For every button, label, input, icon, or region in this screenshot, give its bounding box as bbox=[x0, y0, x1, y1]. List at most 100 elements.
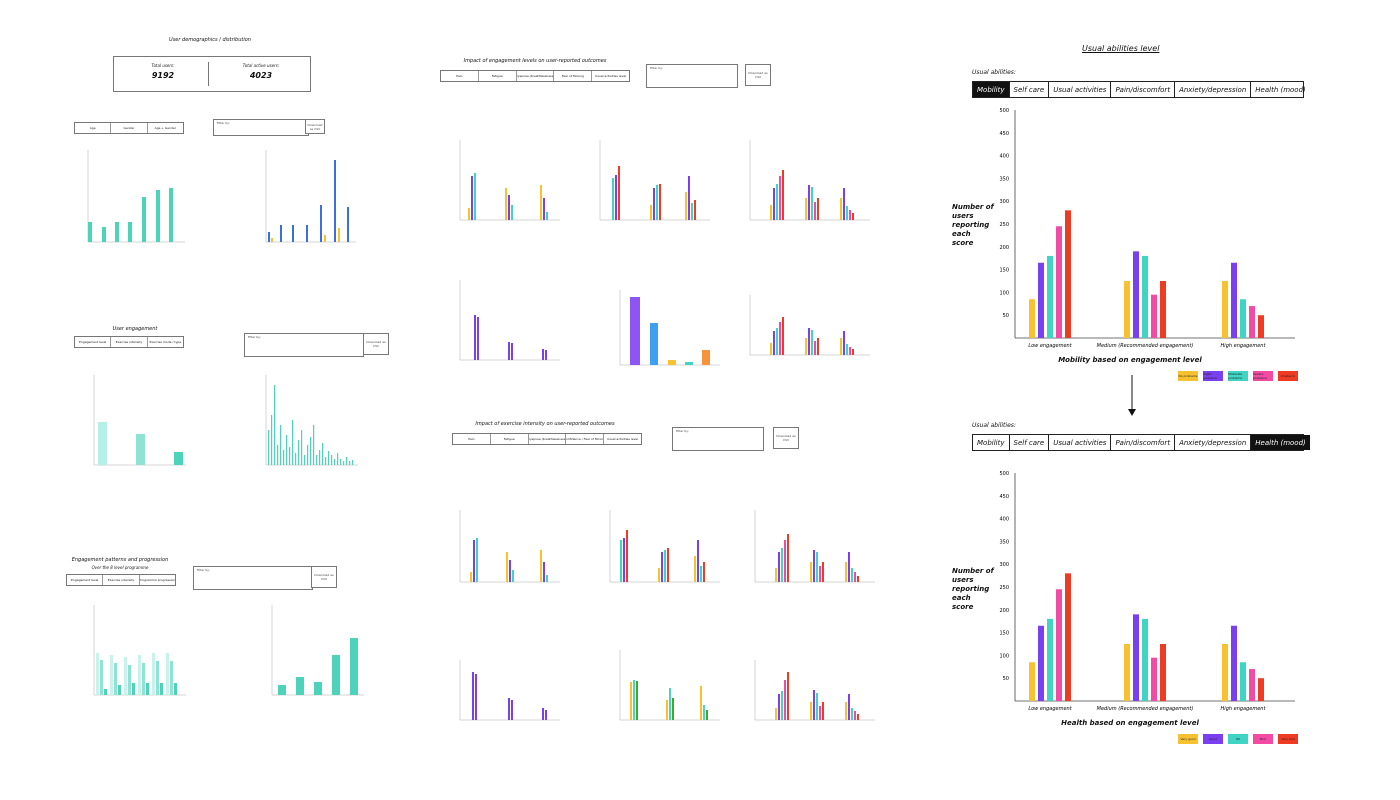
bar bbox=[1056, 589, 1062, 701]
filter-engagement-level-2[interactable]: Engagement level bbox=[67, 575, 104, 585]
bar bbox=[1029, 662, 1035, 701]
y-tick-label: 450 bbox=[999, 494, 1009, 500]
y-tick-label: 150 bbox=[999, 631, 1009, 637]
filter-pain-2[interactable]: Pain bbox=[453, 434, 491, 444]
bar bbox=[1133, 251, 1139, 338]
age-mini-chart bbox=[87, 150, 185, 243]
filter-exercise-mode[interactable]: Exercise mode / type bbox=[149, 340, 182, 344]
bar bbox=[1038, 262, 1044, 338]
engagement-download-button[interactable]: Download as CSV bbox=[363, 333, 389, 355]
bar bbox=[1124, 644, 1130, 701]
tab-anxiety-depression-2[interactable]: Anxiety/depression bbox=[1175, 435, 1252, 450]
patterns-filter-box[interactable]: Filter by: bbox=[193, 566, 313, 590]
tab-pain-discomfort-2[interactable]: Pain/discomfort bbox=[1111, 435, 1176, 450]
usual-abilities-title: Usual abilities level bbox=[1082, 44, 1160, 53]
bar bbox=[1065, 573, 1071, 701]
filter-exercise-intensity-2[interactable]: Exercise intensity bbox=[103, 575, 140, 585]
demographics-filter-segment[interactable]: Age Gender Age + Gender bbox=[74, 122, 184, 134]
bar bbox=[1029, 299, 1035, 338]
y-tick-label: 300 bbox=[999, 562, 1009, 568]
bar bbox=[1151, 294, 1157, 338]
category-label: Low engagement bbox=[1028, 706, 1072, 712]
filter-programme-progression[interactable]: Programme progression bbox=[139, 578, 175, 582]
bar bbox=[1142, 255, 1148, 338]
exercise-impact-download[interactable]: Download as CSV bbox=[773, 427, 799, 449]
filter-exercise-intensity[interactable]: Exercise intensity bbox=[111, 337, 148, 347]
filter-dyspnea-2[interactable]: Dyspnea (breathlessness) bbox=[529, 434, 567, 444]
tab-anxiety-depression[interactable]: Anxiety/depression bbox=[1175, 82, 1252, 97]
down-arrow-icon bbox=[1128, 375, 1136, 416]
bar bbox=[1160, 281, 1166, 338]
bar bbox=[1258, 315, 1264, 338]
tab-health-mood[interactable]: Health (mood) bbox=[1255, 85, 1306, 94]
y-tick-label: 450 bbox=[999, 131, 1009, 137]
chart1-xlabel: Mobility based on engagement level bbox=[1058, 356, 1202, 364]
engagement-section-title: User engagement bbox=[112, 326, 158, 332]
bar bbox=[1222, 281, 1228, 338]
engagement-filter-box[interactable]: Filter by: bbox=[244, 333, 364, 357]
filter-engagement-level[interactable]: Engagement level bbox=[75, 337, 112, 347]
filter-fatigue[interactable]: Fatigue bbox=[479, 71, 517, 81]
category-label: Medium (Recommended engagement) bbox=[1097, 343, 1194, 349]
y-tick-label: 400 bbox=[999, 154, 1009, 160]
bar bbox=[1240, 662, 1246, 701]
engagement-impact-download[interactable]: Download as CSV bbox=[745, 64, 771, 86]
category-label: Low engagement bbox=[1028, 343, 1072, 349]
mobility-chart: 50 100 150 200 250 300 350 400 450 500 Low engagem… bbox=[999, 108, 1295, 349]
tab-usual-activities[interactable]: Usual activities bbox=[1049, 82, 1112, 97]
y-tick-label: 150 bbox=[999, 268, 1009, 274]
demographics-title: User demographics / distribution bbox=[169, 37, 251, 43]
patterns-filter-segment[interactable]: Engagement level Exercise intensity Prog… bbox=[66, 574, 176, 586]
exercise-impact-filter-box[interactable]: Filter by: bbox=[672, 427, 764, 451]
filter-gender[interactable]: Gender bbox=[111, 123, 148, 133]
y-tick-label: 100 bbox=[999, 653, 1009, 659]
filter-fear-of-moving[interactable]: Fear of Moving bbox=[554, 71, 593, 81]
active-users-value: 4023 bbox=[249, 71, 273, 80]
engagement-impact-title: Impact of engagement levels on user-repo… bbox=[463, 58, 607, 64]
tab-mobility[interactable]: Mobility bbox=[973, 82, 1010, 97]
engagement-impact-filter-segment[interactable]: Pain Fatigue Dyspnea (breathlessness) Fe… bbox=[440, 70, 630, 82]
usual-abilities-tabs-1[interactable]: Mobility Self care Usual activities Pain… bbox=[972, 81, 1306, 98]
filter-fatigue-2[interactable]: Fatigue bbox=[491, 434, 529, 444]
exercise-impact-title: Impact of exercise intensity on user-rep… bbox=[475, 421, 615, 427]
legend-item: Unable to bbox=[1278, 371, 1298, 381]
bar bbox=[1124, 281, 1130, 338]
filter-age[interactable]: Age bbox=[75, 123, 112, 133]
demographics-download-button[interactable]: Download as CSV bbox=[305, 119, 325, 134]
bar bbox=[1249, 669, 1255, 701]
filter-age-gender[interactable]: Age + Gender bbox=[154, 126, 176, 130]
y-tick-label: 300 bbox=[999, 199, 1009, 205]
engagement-filter-segment[interactable]: Engagement level Exercise intensity Exer… bbox=[74, 336, 184, 348]
legend-item: Good bbox=[1203, 734, 1223, 744]
usual-abilities-tabs-2[interactable]: Mobility Self care Usual activities Pain… bbox=[972, 434, 1310, 451]
category-label: High engagement bbox=[1221, 343, 1267, 349]
demographics-filter-box[interactable]: Filter by: bbox=[213, 119, 309, 136]
bar bbox=[1038, 625, 1044, 701]
bar bbox=[1240, 299, 1246, 338]
middle-top-mini-charts bbox=[459, 140, 870, 366]
exercise-impact-filter-segment[interactable]: Pain Fatigue Dyspnea (breathlessness) Co… bbox=[452, 433, 642, 445]
filter-usual-activities[interactable]: Usual activities level bbox=[595, 74, 627, 78]
tab-pain-discomfort[interactable]: Pain/discomfort bbox=[1111, 82, 1176, 97]
tab-self-care[interactable]: Self care bbox=[1010, 82, 1050, 97]
tab-mobility-2[interactable]: Mobility bbox=[973, 435, 1010, 450]
tab-usual-activities-2[interactable]: Usual activities bbox=[1049, 435, 1112, 450]
engagement-impact-filter-box[interactable]: Filter by: bbox=[646, 64, 738, 88]
bar bbox=[1142, 618, 1148, 701]
chart1-ylabel: Number of users reporting each score bbox=[952, 203, 994, 247]
filter-confidence[interactable]: Confidence / Fear of Moving bbox=[566, 434, 605, 444]
bar bbox=[1160, 644, 1166, 701]
patterns-mini-chart-a bbox=[93, 605, 186, 696]
category-label: Medium (Recommended engagement) bbox=[1097, 706, 1194, 712]
bar bbox=[1065, 210, 1071, 338]
legend-item: OK bbox=[1228, 734, 1248, 744]
y-tick-label: 400 bbox=[999, 517, 1009, 523]
filter-dyspnea[interactable]: Dyspnea (breathlessness) bbox=[517, 71, 555, 81]
patterns-subtitle: Over the 8 level programme bbox=[91, 565, 149, 570]
bar bbox=[1222, 644, 1228, 701]
patterns-download-button[interactable]: Download as CSV bbox=[311, 566, 337, 588]
tab-health-mood-2[interactable]: Health (mood) bbox=[1251, 435, 1310, 450]
tab-self-care-2[interactable]: Self care bbox=[1010, 435, 1050, 450]
filter-usual-activities-2[interactable]: Usual activities level bbox=[607, 437, 639, 441]
filter-pain[interactable]: Pain bbox=[441, 71, 479, 81]
